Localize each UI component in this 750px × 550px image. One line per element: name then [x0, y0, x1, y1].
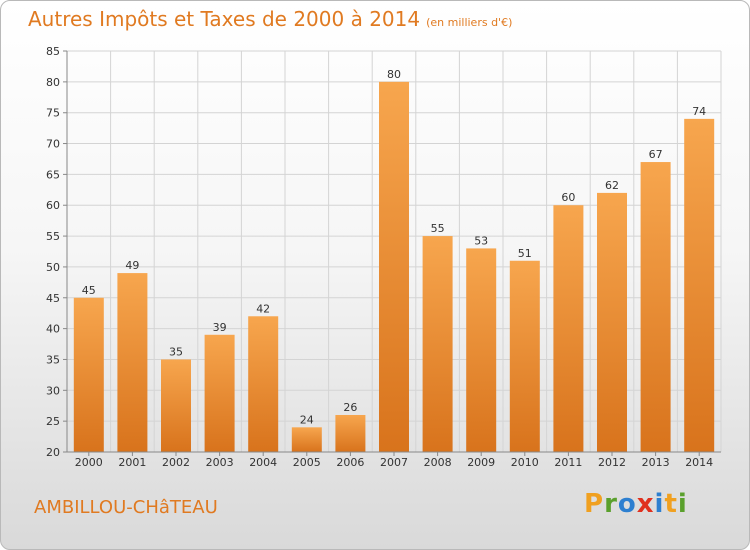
- y-tick-label: 25: [46, 415, 60, 428]
- chart-title: Autres Impôts et Taxes de 2000 à 2014 (en…: [28, 7, 512, 31]
- bar-value-label: 51: [518, 247, 532, 260]
- bar: [204, 334, 235, 452]
- bar-value-label: 42: [256, 302, 270, 315]
- x-tick-label: 2009: [467, 456, 495, 469]
- x-tick-label: 2013: [642, 456, 670, 469]
- bar-value-label: 80: [387, 68, 401, 81]
- x-tick-label: 2003: [206, 456, 234, 469]
- bar-value-label: 49: [125, 259, 139, 272]
- y-tick-label: 80: [46, 76, 60, 89]
- y-tick-label: 70: [46, 138, 60, 151]
- y-tick-label: 85: [46, 45, 60, 58]
- bar: [379, 81, 409, 452]
- y-tick-label: 40: [46, 323, 60, 336]
- bar: [509, 260, 540, 452]
- bar-value-label: 53: [474, 234, 488, 247]
- x-tick-label: 2011: [554, 456, 582, 469]
- logo-letter: r: [604, 489, 618, 519]
- chart-title-text: Autres Impôts et Taxes de 2000 à 2014: [28, 7, 421, 31]
- logo-letter: o: [617, 489, 637, 519]
- location-name: AMBILLOU-CHâTEAU: [34, 497, 218, 518]
- labels: 20 25 30 35 40 45 50 55 60 65 70 75 80 85 45 2000 49 2001…: [46, 45, 713, 469]
- bar-value-label: 67: [649, 148, 663, 161]
- axes: [63, 50, 721, 456]
- bar: [597, 192, 627, 452]
- x-tick-label: 2012: [598, 456, 626, 469]
- logo-letter: t: [664, 489, 678, 519]
- logo-letter: i: [677, 489, 688, 519]
- bar: [335, 414, 366, 452]
- proxiti-logo[interactable]: Proxiti: [584, 489, 688, 519]
- bar: [466, 248, 497, 452]
- bar-value-label: 45: [82, 284, 96, 297]
- bar: [640, 162, 671, 453]
- bar-value-label: 55: [431, 222, 445, 235]
- bar: [117, 273, 148, 452]
- logo-letter: x: [636, 489, 655, 519]
- bar: [291, 427, 322, 452]
- bar: [553, 205, 584, 452]
- x-tick-label: 2001: [118, 456, 146, 469]
- bar: [73, 297, 104, 452]
- y-tick-label: 30: [46, 384, 60, 397]
- bars: [73, 81, 715, 453]
- y-tick-label: 55: [46, 230, 60, 243]
- x-tick-label: 2006: [336, 456, 364, 469]
- logo-letter: i: [654, 489, 665, 519]
- x-tick-label: 2008: [424, 456, 452, 469]
- bar: [684, 118, 715, 452]
- x-tick-label: 2002: [162, 456, 190, 469]
- x-tick-label: 2014: [685, 456, 713, 469]
- y-tick-label: 45: [46, 292, 60, 305]
- y-tick-label: 65: [46, 168, 60, 181]
- x-tick-label: 2010: [511, 456, 539, 469]
- bar-value-label: 26: [343, 401, 357, 414]
- x-tick-label: 2004: [249, 456, 277, 469]
- bar-value-label: 60: [561, 191, 575, 204]
- y-tick-label: 60: [46, 199, 60, 212]
- bar-value-label: 35: [169, 345, 183, 358]
- bar: [422, 236, 453, 452]
- chart-subtitle: (en milliers d'€): [426, 16, 513, 29]
- bar: [161, 359, 191, 452]
- bar-value-label: 74: [692, 105, 706, 118]
- x-tick-label: 2000: [75, 456, 103, 469]
- y-tick-label: 35: [46, 353, 60, 366]
- bar-value-label: 39: [213, 321, 227, 334]
- x-tick-label: 2007: [380, 456, 408, 469]
- logo-letter: P: [584, 489, 605, 519]
- bar-value-label: 24: [300, 413, 314, 426]
- y-tick-label: 20: [46, 446, 60, 459]
- x-tick-label: 2005: [293, 456, 321, 469]
- bar-value-label: 62: [605, 179, 619, 192]
- y-tick-label: 75: [46, 107, 60, 120]
- y-tick-label: 50: [46, 261, 60, 274]
- bar: [248, 316, 279, 452]
